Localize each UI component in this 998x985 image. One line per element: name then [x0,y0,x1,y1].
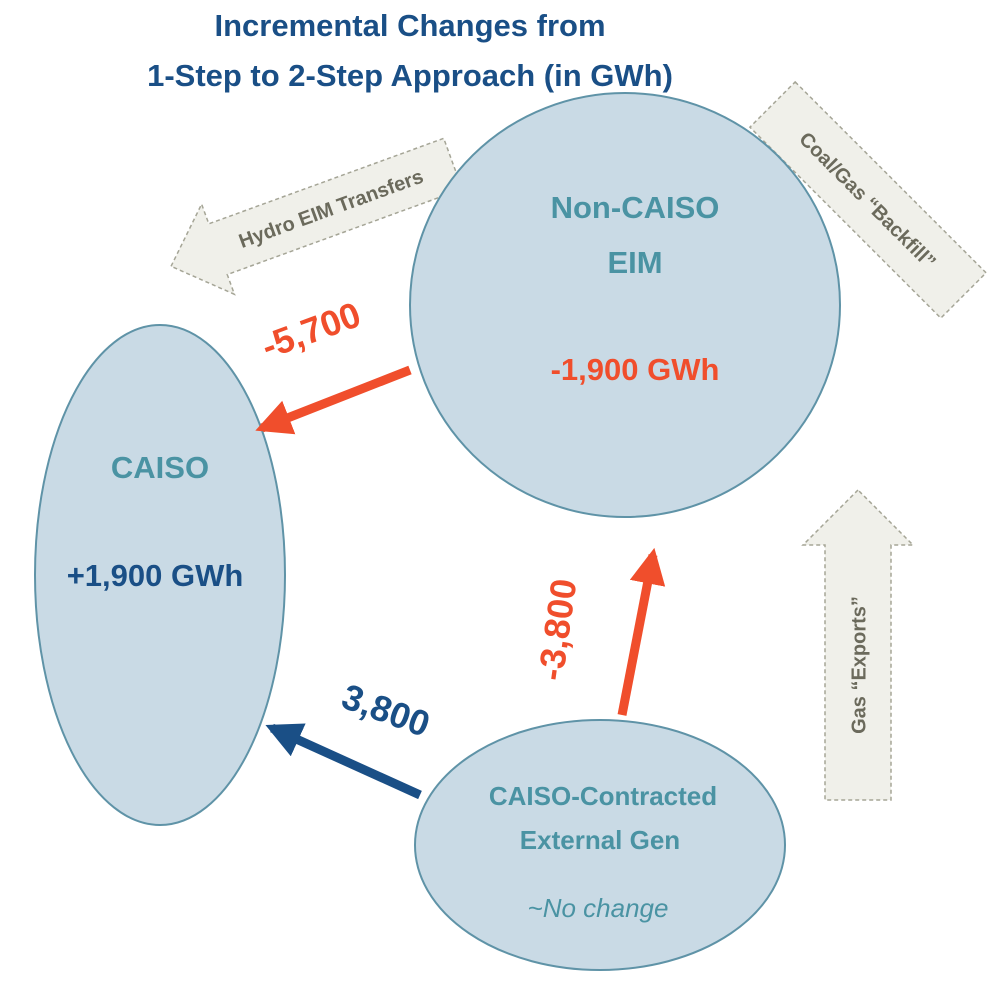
flow-arrow [255,365,412,435]
node-caiso [34,324,286,826]
node-label: EIM [607,245,662,280]
node-label: External Gen [520,825,680,855]
flow-arrow [617,547,666,716]
flow-label: 3,800 [337,676,436,745]
note-label: Gas “Exports” [848,596,870,734]
flow-label: -5,700 [256,293,366,366]
node-label: Non-CAISO [551,190,720,225]
node-change: ~No change [528,893,669,923]
flow-label: -3,800 [530,576,585,683]
node-change: +1,900 GWh [67,558,244,593]
title-line: 1-Step to 2-Step Approach (in GWh) [147,58,673,93]
node-label: CAISO [111,450,209,485]
title-line: Incremental Changes from [214,8,605,43]
node-change: -1,900 GWh [551,352,720,387]
note-arrow: Gas “Exports” [801,488,915,801]
node-label: CAISO-Contracted [489,781,717,811]
node-eim [409,92,841,518]
flow-arrow [265,723,422,800]
node-external [414,719,786,971]
